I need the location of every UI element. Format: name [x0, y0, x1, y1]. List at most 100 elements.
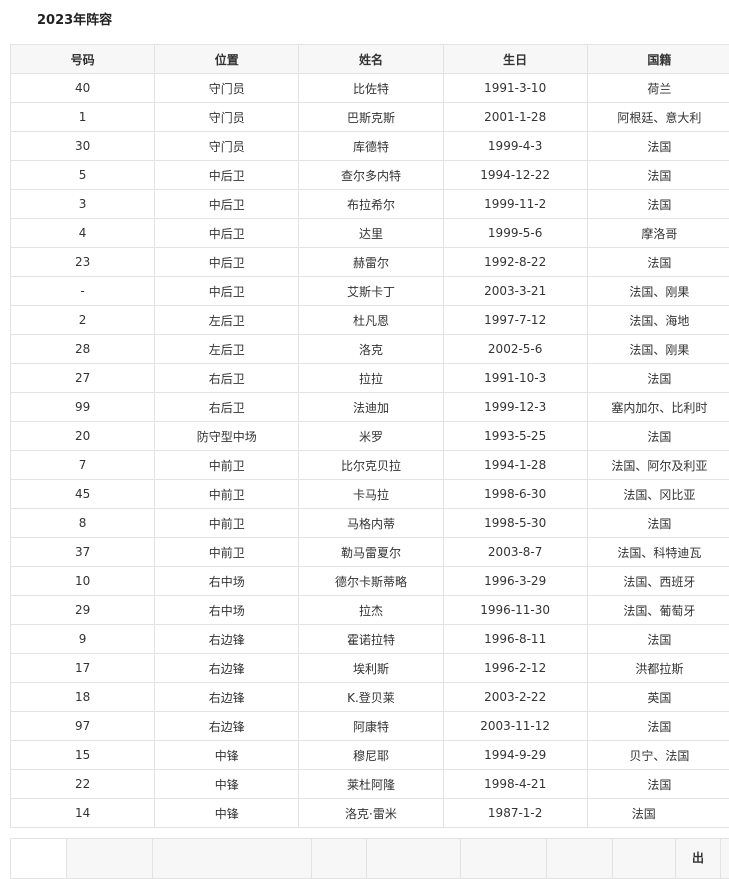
cell-birthdate: 1998-6-30	[443, 480, 587, 509]
cell-position: 右中场	[155, 567, 299, 596]
cell-nationality: 塞内加尔、比利时	[587, 393, 729, 422]
cell-name: 比尔克贝拉	[299, 451, 443, 480]
cell-nationality: 法国	[587, 770, 729, 799]
cell-number: 22	[11, 770, 155, 799]
cell-name: 埃利斯	[299, 654, 443, 683]
cell-position: 左后卫	[155, 335, 299, 364]
cell-number: 3	[11, 190, 155, 219]
header-birthdate: 生日	[443, 45, 587, 74]
next-table: 出	[10, 838, 729, 879]
cell-birthdate: 2001-1-28	[443, 103, 587, 132]
cell-name: 比佐特	[299, 74, 443, 103]
cell-nationality: 法国	[587, 799, 729, 828]
cell-position: 右中场	[155, 596, 299, 625]
cell-name: 拉杰	[299, 596, 443, 625]
cell-birthdate: 1996-8-11	[443, 625, 587, 654]
cell-position: 守门员	[155, 132, 299, 161]
header-nationality: 国籍	[587, 45, 729, 74]
cell-position: 中前卫	[155, 451, 299, 480]
cell-nationality: 法国	[587, 625, 729, 654]
cell-nationality: 英国	[587, 683, 729, 712]
cell-name: 德尔卡斯蒂略	[299, 567, 443, 596]
cell-nationality: 法国	[587, 190, 729, 219]
cell-birthdate: 2003-11-12	[443, 712, 587, 741]
cell-nationality: 法国、刚果	[587, 335, 729, 364]
header-cell	[461, 839, 547, 879]
cell-birthdate: 1994-1-28	[443, 451, 587, 480]
cell-nationality: 法国	[587, 422, 729, 451]
cell-birthdate: 1999-5-6	[443, 219, 587, 248]
cell-birthdate: 2003-3-21	[443, 277, 587, 306]
cell-nationality: 摩洛哥	[587, 219, 729, 248]
cell-birthdate: 1999-12-3	[443, 393, 587, 422]
cell-number: -	[11, 277, 155, 306]
cell-birthdate: 1996-11-30	[443, 596, 587, 625]
next-table-header-row: 出	[11, 839, 729, 879]
cell-number: 45	[11, 480, 155, 509]
cell-position: 中锋	[155, 741, 299, 770]
cell-number: 97	[11, 712, 155, 741]
cell-name: 达里	[299, 219, 443, 248]
cell-birthdate: 1991-3-10	[443, 74, 587, 103]
cell-number: 8	[11, 509, 155, 538]
cell-number: 37	[11, 538, 155, 567]
cell-number: 27	[11, 364, 155, 393]
cell-nationality: 法国	[587, 161, 729, 190]
cell-birthdate: 1999-4-3	[443, 132, 587, 161]
cell-number: 15	[11, 741, 155, 770]
header-cell	[153, 839, 312, 879]
cell-number: 2	[11, 306, 155, 335]
cell-name: 布拉希尔	[299, 190, 443, 219]
cell-name: 库德特	[299, 132, 443, 161]
header-cell	[721, 839, 729, 879]
cell-position: 中前卫	[155, 538, 299, 567]
cell-nationality: 贝宁、法国	[587, 741, 729, 770]
cell-birthdate: 1994-12-22	[443, 161, 587, 190]
header-cell	[547, 839, 613, 879]
cell-position: 右边锋	[155, 712, 299, 741]
header-cell-appearances: 出	[676, 839, 721, 879]
cell-birthdate: 1996-2-12	[443, 654, 587, 683]
cell-number: 20	[11, 422, 155, 451]
cell-name: 艾斯卡丁	[299, 277, 443, 306]
cell-nationality: 法国	[587, 248, 729, 277]
cell-position: 中锋	[155, 799, 299, 828]
cell-number: 28	[11, 335, 155, 364]
cell-number: 40	[11, 74, 155, 103]
cell-position: 中后卫	[155, 219, 299, 248]
cell-position: 左后卫	[155, 306, 299, 335]
cell-position: 右后卫	[155, 364, 299, 393]
cell-number: 18	[11, 683, 155, 712]
section-title: 2023年阵容	[37, 9, 112, 28]
header-number: 号码	[11, 45, 155, 74]
cell-birthdate: 1996-3-29	[443, 567, 587, 596]
cell-nationality: 法国	[587, 712, 729, 741]
cell-nationality: 法国、阿尔及利亚	[587, 451, 729, 480]
cell-birthdate: 1997-7-12	[443, 306, 587, 335]
cell-number: 17	[11, 654, 155, 683]
cell-birthdate: 1999-11-2	[443, 190, 587, 219]
cell-name: 洛克	[299, 335, 443, 364]
cell-position: 中后卫	[155, 248, 299, 277]
cell-nationality: 法国、冈比亚	[587, 480, 729, 509]
cell-nationality: 法国、刚果	[587, 277, 729, 306]
cell-birthdate: 2003-2-22	[443, 683, 587, 712]
cell-position: 守门员	[155, 103, 299, 132]
cell-position: 中后卫	[155, 161, 299, 190]
